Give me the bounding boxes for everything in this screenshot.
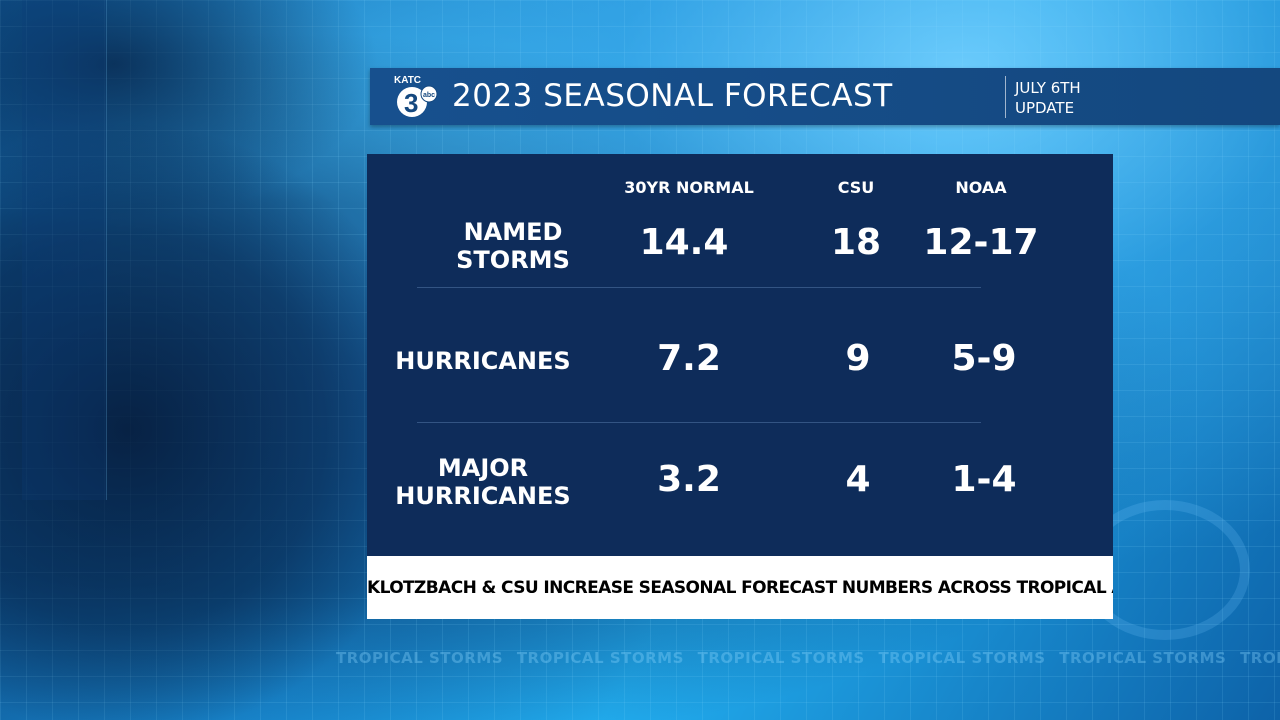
column-header-normal: 30YR NORMAL <box>624 178 754 197</box>
row-label-line: HURRICANES <box>395 347 571 375</box>
row-label-line: HURRICANES <box>395 482 571 510</box>
svg-text:KATC: KATC <box>394 75 421 86</box>
header-bar: KATC 3 abc 2023 SEASONAL FORECAST JULY 6… <box>370 68 1280 125</box>
table-cell: 12-17 <box>923 222 1039 263</box>
svg-text:abc: abc <box>423 92 435 99</box>
update-date: JULY 6TH UPDATE <box>1015 78 1081 118</box>
ticker-item: TROPICAL STORMS <box>516 649 684 667</box>
update-date-line1: JULY 6TH <box>1015 79 1081 97</box>
forecast-table: 30YR NORMAL CSU NOAA NAMED STORMS 14.4 1… <box>367 154 1113 556</box>
column-header-noaa: NOAA <box>955 178 1007 197</box>
row-label-named-storms: NAMED STORMS <box>433 218 593 274</box>
table-cell: 14.4 <box>639 222 729 263</box>
update-date-line2: UPDATE <box>1015 99 1075 117</box>
row-label-major-hurricanes: MAJOR HURRICANES <box>373 454 593 510</box>
ticker-item: TROPICAL STORMS <box>878 649 1046 667</box>
table-cell: 9 <box>845 338 871 379</box>
page-title: 2023 SEASONAL FORECAST <box>452 78 893 114</box>
row-label-line: MAJOR <box>437 454 529 482</box>
header-divider <box>1005 76 1006 118</box>
footer-headline: KLOTZBACH & CSU INCREASE SEASONAL FORECA… <box>367 578 1113 598</box>
background-ticker: TROPICAL STORMS TROPICAL STORMS TROPICAL… <box>336 649 1280 671</box>
row-separator <box>417 287 981 288</box>
background-panel <box>22 0 107 500</box>
ticker-item: TROPICAL STORMS <box>1059 649 1227 667</box>
row-label-hurricanes: HURRICANES <box>373 347 593 375</box>
table-cell: 18 <box>830 222 882 263</box>
table-cell: 7.2 <box>657 338 721 379</box>
footer-banner: KLOTZBACH & CSU INCREASE SEASONAL FORECA… <box>367 556 1113 619</box>
row-separator <box>417 422 981 423</box>
ticker-item: TROPICAL STORMS <box>697 649 865 667</box>
background-palm-silhouette <box>0 120 440 720</box>
katc-logo: KATC 3 abc <box>394 75 438 118</box>
row-label-line: NAMED <box>463 218 563 246</box>
ticker-item: TROPICAL STORMS <box>336 649 504 667</box>
row-label-line: STORMS <box>456 246 570 274</box>
table-cell: 1-4 <box>951 459 1017 500</box>
table-cell: 4 <box>845 459 871 500</box>
table-cell: 3.2 <box>657 459 721 500</box>
column-header-csu: CSU <box>837 178 875 197</box>
svg-text:3: 3 <box>404 88 418 118</box>
table-cell: 5-9 <box>951 338 1017 379</box>
ticker-item: TROPICAL STORMS <box>1240 649 1280 667</box>
